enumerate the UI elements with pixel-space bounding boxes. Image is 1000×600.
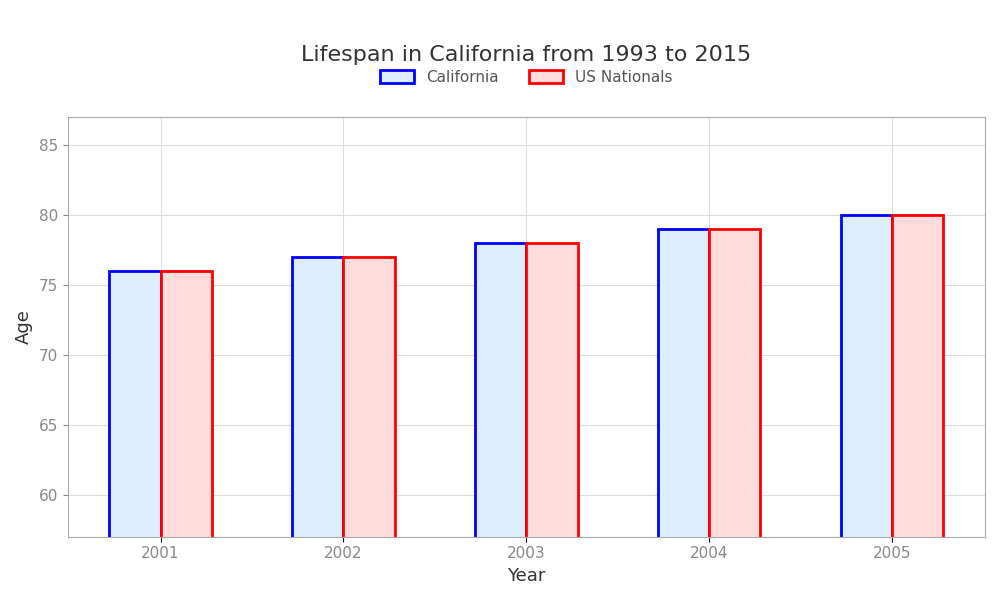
Bar [841,215,892,600]
Bar [709,229,760,600]
Bar [292,257,343,600]
Bar [475,242,526,600]
Legend: California, US Nationals: California, US Nationals [380,70,672,85]
Bar [343,257,395,600]
Bar [526,242,578,600]
Bar [658,229,709,600]
Y-axis label: Age: Age [15,309,33,344]
Bar [109,271,161,600]
Title: Lifespan in California from 1993 to 2015: Lifespan in California from 1993 to 2015 [301,45,751,65]
Bar [892,215,943,600]
Bar [161,271,212,600]
X-axis label: Year: Year [507,567,546,585]
